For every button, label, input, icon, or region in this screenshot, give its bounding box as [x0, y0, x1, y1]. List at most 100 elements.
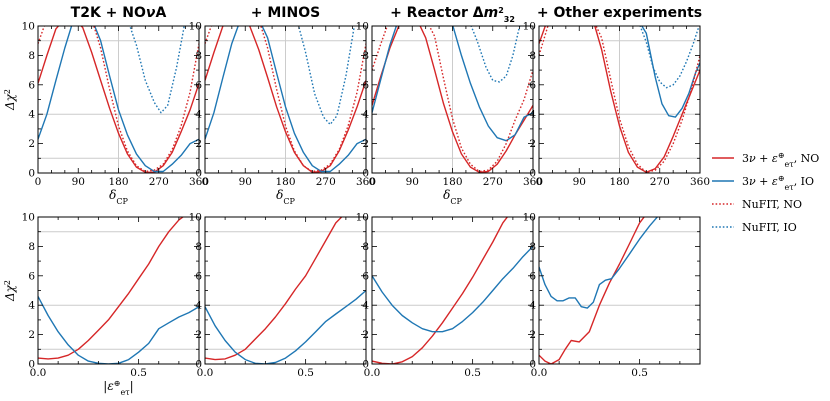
y-tick-label: 2: [362, 329, 369, 341]
x-axis-label: δCP: [109, 188, 128, 206]
panel-title: + Reactor Δm232: [390, 5, 515, 24]
panel-bottom-4: 0.0 0.5 0 2 4 6 8 10: [523, 212, 701, 379]
y-tick-label: 8: [195, 50, 202, 62]
y-tick-label: 0: [28, 359, 35, 371]
legend-item: NuFIT, IO: [712, 221, 797, 234]
y-axis-label: Δχ2: [3, 280, 18, 302]
y-tick-label: 6: [362, 79, 369, 91]
y-tick-label: 6: [529, 79, 536, 91]
y-tick-label: 10: [356, 212, 369, 224]
legend-item: NuFIT, NO: [712, 198, 802, 211]
series-line-model-io: [205, 26, 366, 173]
x-tick-label: 0: [35, 176, 42, 188]
series-line-model-no: [38, 26, 199, 173]
y-tick-label: 0: [28, 168, 35, 180]
panel-top-4: 0 90 180 270 360 0 2 4 6 8 10+ Other experiments: [523, 5, 710, 188]
series-line-model-io: [641, 26, 700, 118]
x-tick-label: 270: [650, 176, 670, 188]
x-tick-label: 0: [536, 176, 543, 188]
y-tick-label: 0: [195, 359, 202, 371]
x-tick-label: 0.5: [464, 367, 481, 379]
panel-frame: [538, 216, 701, 365]
panel-bottom-2: 0.0 0.5 0 2 4 6 8 10: [189, 212, 367, 379]
x-tick-label: 180: [108, 176, 128, 188]
x-tick-label: 360: [690, 176, 710, 188]
y-tick-label: 6: [28, 270, 35, 282]
x-tick-label: 0.0: [197, 367, 214, 379]
series-line-model-no: [372, 217, 509, 364]
x-tick-label: 270: [483, 176, 503, 188]
series-line-nufit-no: [539, 26, 700, 173]
series-line-model-io: [205, 289, 366, 364]
y-tick-label: 4: [28, 300, 35, 312]
x-tick-label: 0.0: [30, 367, 47, 379]
series-line-model-no: [539, 217, 645, 364]
y-tick-label: 6: [529, 270, 536, 282]
panel-title: T2K + NOνA: [71, 5, 167, 21]
x-tick-label: 90: [406, 176, 419, 188]
series-line-model-io: [372, 26, 533, 142]
y-tick-label: 0: [529, 168, 536, 180]
y-tick-label: 8: [529, 50, 536, 62]
y-tick-label: 2: [28, 329, 35, 341]
y-tick-label: 6: [362, 270, 369, 282]
y-tick-label: 0: [195, 168, 202, 180]
x-tick-label: 90: [239, 176, 252, 188]
y-tick-label: 8: [362, 241, 369, 253]
y-tick-label: 10: [523, 21, 536, 33]
x-tick-label: 0: [202, 176, 209, 188]
x-tick-label: 90: [72, 176, 85, 188]
series-line-model-io: [539, 217, 659, 309]
legend-item: 3ν + ε⊕eτ, IO: [712, 174, 814, 192]
x-tick-label: 90: [573, 176, 586, 188]
x-axis-label: δCP: [443, 188, 462, 206]
y-tick-label: 10: [189, 21, 202, 33]
panel-title: + MINOS: [251, 5, 320, 21]
y-tick-label: 2: [195, 329, 202, 341]
legend-item: 3ν + ε⊕eτ, NO: [712, 151, 819, 169]
y-tick-label: 8: [195, 241, 202, 253]
y-tick-label: 6: [195, 270, 202, 282]
x-tick-label: 180: [275, 176, 295, 188]
panel-title: + Other experiments: [537, 5, 702, 21]
x-axis-label: |ε⊕eτ|: [103, 379, 133, 397]
y-tick-label: 8: [529, 241, 536, 253]
x-tick-label: 0.5: [297, 367, 314, 379]
y-tick-label: 4: [529, 109, 536, 121]
series-line-nufit-io: [297, 26, 356, 126]
series-line-model-no: [372, 26, 533, 173]
x-tick-label: 0.5: [130, 367, 147, 379]
y-tick-label: 2: [28, 138, 35, 150]
series-line-model-no: [539, 26, 700, 173]
legend: 3ν + ε⊕eτ, NO 3ν + ε⊕eτ, IO NuFIT, NO NuFIT…: [712, 151, 819, 234]
panel-bottom-1: 0.0 0.5 0 2 4 6 8 10 |ε⊕eτ| Δχ2: [3, 212, 200, 397]
x-tick-label: 360: [356, 176, 376, 188]
legend-label: 3ν + ε⊕eτ, IO: [742, 174, 814, 192]
y-tick-label: 4: [195, 109, 202, 121]
y-tick-label: 10: [523, 212, 536, 224]
x-tick-label: 0: [369, 176, 376, 188]
y-tick-label: 10: [22, 21, 35, 33]
series-line-nufit-io: [639, 26, 700, 89]
series-line-model-io: [38, 26, 199, 173]
series-line-model-io: [372, 245, 533, 333]
series-line-nufit-no: [372, 26, 533, 173]
y-tick-label: 8: [28, 241, 35, 253]
y-tick-label: 8: [362, 50, 369, 62]
x-tick-label: 0.5: [631, 367, 648, 379]
y-tick-label: 4: [195, 300, 202, 312]
y-tick-label: 2: [529, 138, 536, 150]
series-line-model-no: [205, 217, 343, 361]
series-line-nufit-io: [129, 26, 185, 114]
x-tick-label: 180: [609, 176, 629, 188]
y-tick-label: 10: [356, 21, 369, 33]
y-tick-label: 8: [28, 50, 35, 62]
y-tick-label: 6: [28, 79, 35, 91]
legend-label: NuFIT, NO: [742, 198, 802, 211]
x-tick-label: 360: [189, 176, 209, 188]
